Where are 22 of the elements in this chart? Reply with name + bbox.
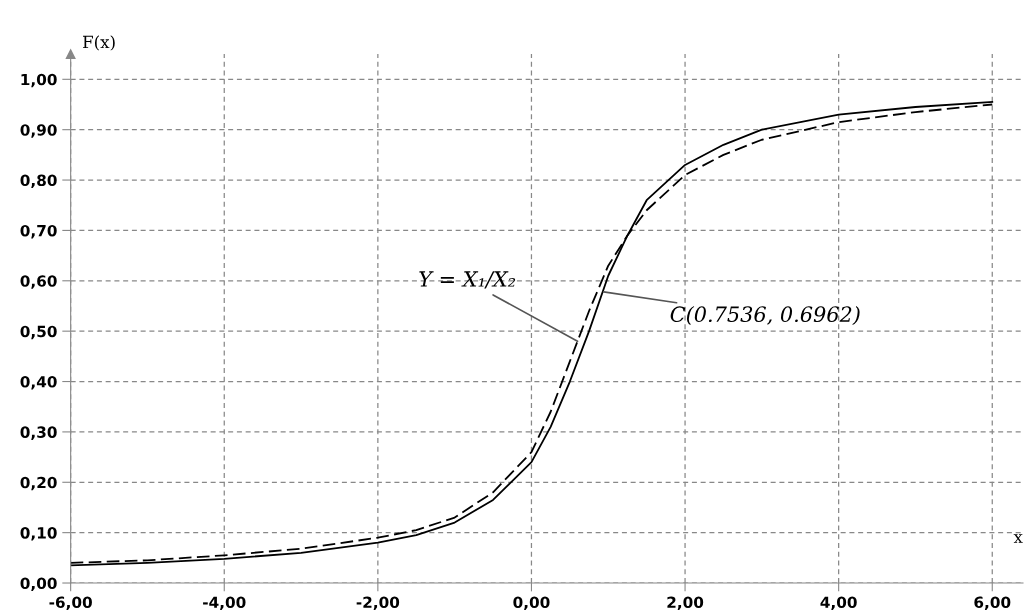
y-tick-label: 0,20	[20, 476, 57, 491]
y-tick-label: 0,60	[20, 275, 57, 289]
x-axis-title: x	[1013, 534, 1023, 543]
y-tick-label: 0,10	[20, 527, 57, 541]
annotation: C(0.7536, 0.6962)	[670, 305, 860, 326]
x-tick-label: 2,00	[667, 596, 704, 610]
x-tick-label: 6,00	[974, 596, 1011, 610]
y-tick-label: 0,90	[20, 124, 57, 138]
y-tick-label: 0,50	[20, 325, 57, 340]
y-tick-label: 1,00	[21, 73, 57, 88]
y-tick-label: 0,30	[20, 426, 57, 440]
y-tick-label: 0,80	[20, 174, 57, 189]
annotation: Y = X₁/X₂	[419, 271, 516, 289]
x-tick-label: 0,00	[513, 596, 550, 610]
x-tick-label: 4,00	[820, 596, 857, 610]
y-tick-label: 0,40	[20, 376, 57, 390]
y-tick-label: 0,70	[20, 224, 57, 239]
y-axis-title: F(x)	[83, 35, 115, 51]
x-tick-label: -2,00	[356, 596, 400, 610]
x-tick-label: -4,00	[203, 596, 246, 610]
y-tick-label: 0,00	[20, 577, 57, 591]
x-tick-label: -6,00	[49, 596, 92, 610]
